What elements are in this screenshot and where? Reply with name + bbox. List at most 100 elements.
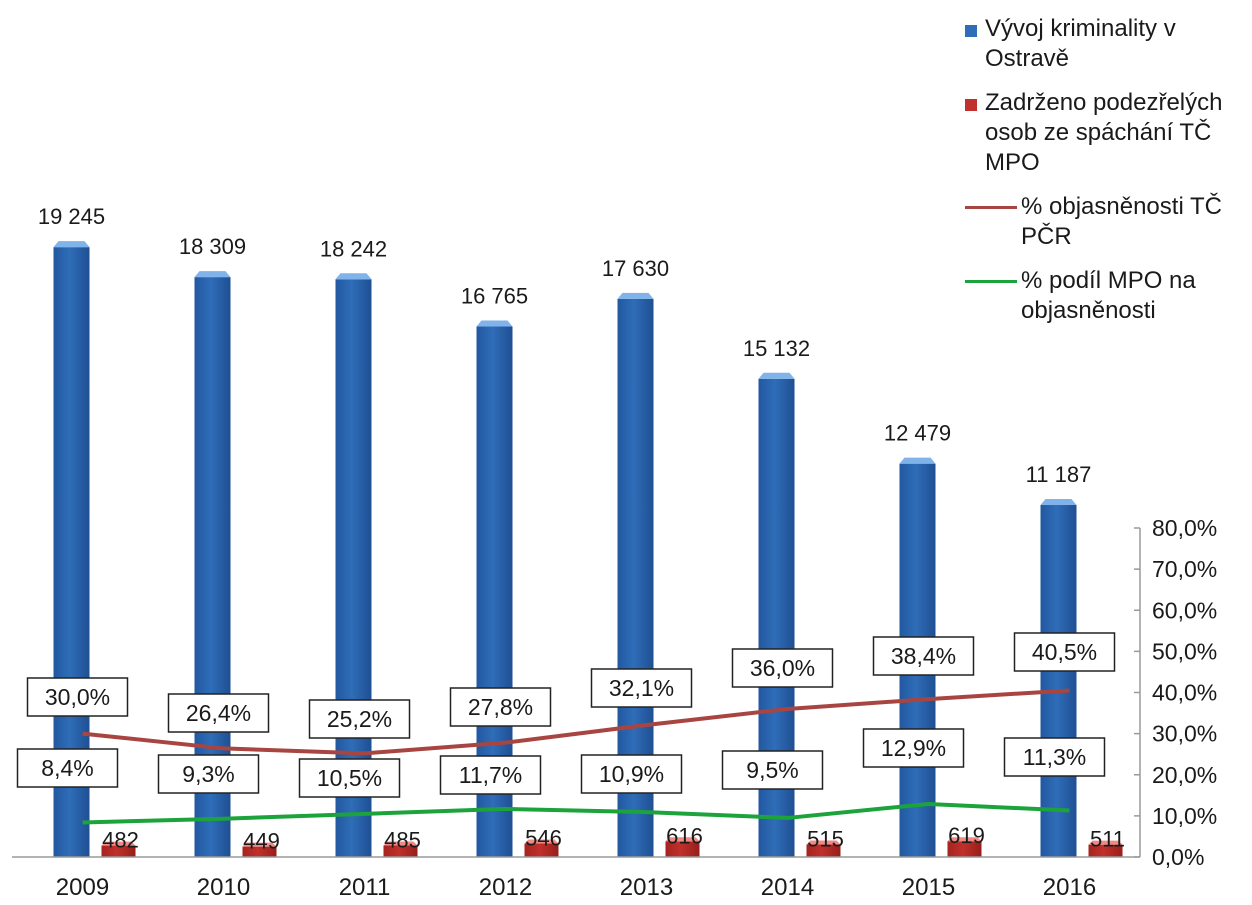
bar-detained-top (947, 837, 982, 842)
label-clearance: 38,4% (891, 643, 956, 669)
legend-label-crime: Vývoj kriminality v Ostravě (985, 15, 1176, 72)
label-mpo-share-box (439, 755, 542, 795)
bar-detained-top (383, 841, 418, 846)
bar-crime-top (899, 457, 936, 464)
legend-marker-mpo-share (965, 280, 1017, 283)
label-clearance-box (590, 668, 693, 708)
y2-tick-label: 20,0% (1152, 762, 1217, 788)
y2-tick-label: 0,0% (1152, 844, 1204, 870)
bar-crime-top (476, 320, 513, 327)
label-mpo-share: 10,9% (599, 761, 664, 787)
bar-crime-label: 11 187 (1026, 462, 1092, 487)
label-mpo-share-box (721, 750, 824, 790)
bar-detained-top (806, 840, 841, 845)
label-clearance-box (167, 693, 270, 733)
label-mpo-share: 10,5% (317, 765, 382, 791)
y2-tick-label: 40,0% (1152, 680, 1217, 706)
bar-detained-top (242, 842, 277, 847)
label-clearance-box (449, 687, 552, 727)
legend-marker-detained (965, 99, 977, 111)
bar-detained-top (1088, 840, 1123, 845)
x-tick-label: 2014 (761, 874, 814, 900)
label-clearance-box (731, 648, 834, 688)
y2-tick-label: 80,0% (1152, 515, 1217, 541)
y2-tick-label: 50,0% (1152, 638, 1217, 664)
bar-crime-label: 19 245 (38, 204, 105, 229)
bar-detained (242, 846, 277, 857)
label-mpo-share-box (580, 754, 683, 794)
bar-detained-top (665, 837, 700, 842)
line-clearance (82, 688, 1070, 756)
label-mpo-share: 12,9% (881, 735, 946, 761)
bar-detained-label: 616 (666, 823, 703, 848)
legend-item-crime: Vývoj kriminality v Ostravě (963, 14, 1248, 74)
label-clearance: 36,0% (750, 655, 815, 681)
legend-item-mpo-share: % podíl MPO na objasněnosti (963, 266, 1248, 326)
bar-detained (947, 841, 982, 857)
label-mpo-share: 11,3% (1023, 744, 1087, 770)
bar-detained-label: 482 (102, 828, 139, 853)
bar-detained-top (524, 839, 559, 844)
label-clearance: 30,0% (45, 684, 110, 710)
bar-crime-top (758, 372, 795, 379)
label-mpo-share-box (157, 754, 260, 794)
legend-label-clearance: % objasněnosti TČ PČR (1021, 193, 1222, 250)
y2-tick-label: 30,0% (1152, 721, 1217, 747)
label-clearance: 27,8% (468, 694, 533, 720)
y2-tick-label: 70,0% (1152, 556, 1217, 582)
bar-crime-top (335, 273, 372, 280)
label-clearance-box (872, 636, 975, 676)
label-clearance-box (1013, 632, 1116, 672)
bar-detained (1088, 844, 1123, 857)
legend-marker-clearance (965, 206, 1017, 209)
x-tick-label: 2010 (197, 874, 250, 900)
line-mpo-share (82, 801, 1070, 825)
label-clearance: 40,5% (1032, 639, 1097, 665)
bar-detained (524, 843, 559, 857)
bar-detained (806, 844, 841, 857)
x-tick-label: 2011 (339, 874, 391, 900)
bar-crime-label: 16 765 (461, 284, 528, 309)
legend: Vývoj kriminality v Ostravě Zadrženo pod… (963, 14, 1248, 340)
bar-crime-label: 12 479 (884, 421, 951, 446)
x-tick-label: 2016 (1043, 874, 1096, 900)
y2-tick-label: 60,0% (1152, 597, 1217, 623)
bar-crime-label: 17 630 (602, 256, 669, 281)
bar-detained (383, 845, 418, 857)
label-mpo-share-box (862, 728, 965, 768)
bar-detained-top (101, 841, 136, 846)
label-mpo-share: 8,4% (41, 755, 93, 781)
bar-detained-label: 511 (1090, 827, 1125, 852)
bar-detained (665, 841, 700, 857)
label-mpo-share-box (16, 748, 119, 788)
label-clearance-box (26, 677, 129, 717)
bar-crime-top (194, 271, 231, 278)
bar-detained (101, 845, 136, 857)
bar-detained-label: 449 (243, 829, 280, 854)
bar-detained-label: 546 (525, 826, 562, 851)
legend-label-detained: Zadrženo podezřelých osob ze spáchání TČ… (985, 89, 1223, 176)
legend-marker-crime (965, 25, 977, 37)
x-tick-label: 2009 (56, 874, 109, 900)
legend-label-mpo-share: % podíl MPO na objasněnosti (1021, 267, 1196, 324)
legend-item-detained: Zadrženo podezřelých osob ze spáchání TČ… (963, 88, 1248, 178)
label-mpo-share-box (298, 758, 401, 798)
bar-crime (1040, 505, 1077, 857)
label-mpo-share: 11,7% (459, 762, 523, 788)
bar-crime-label: 15 132 (743, 336, 810, 361)
x-tick-label: 2015 (902, 874, 955, 900)
bar-detained-label: 485 (384, 827, 421, 852)
bar-crime-top (53, 241, 90, 248)
legend-item-clearance: % objasněnosti TČ PČR (963, 192, 1248, 252)
bar-crime-top (1040, 499, 1077, 506)
bar-crime-label: 18 242 (320, 236, 387, 261)
bar-detained-label: 515 (807, 827, 844, 852)
label-clearance-box (308, 699, 411, 739)
bar-detained-label: 619 (948, 823, 985, 848)
label-clearance: 32,1% (609, 675, 674, 701)
label-mpo-share: 9,5% (746, 757, 798, 783)
label-mpo-share: 9,3% (182, 761, 234, 787)
label-clearance: 25,2% (327, 706, 392, 732)
